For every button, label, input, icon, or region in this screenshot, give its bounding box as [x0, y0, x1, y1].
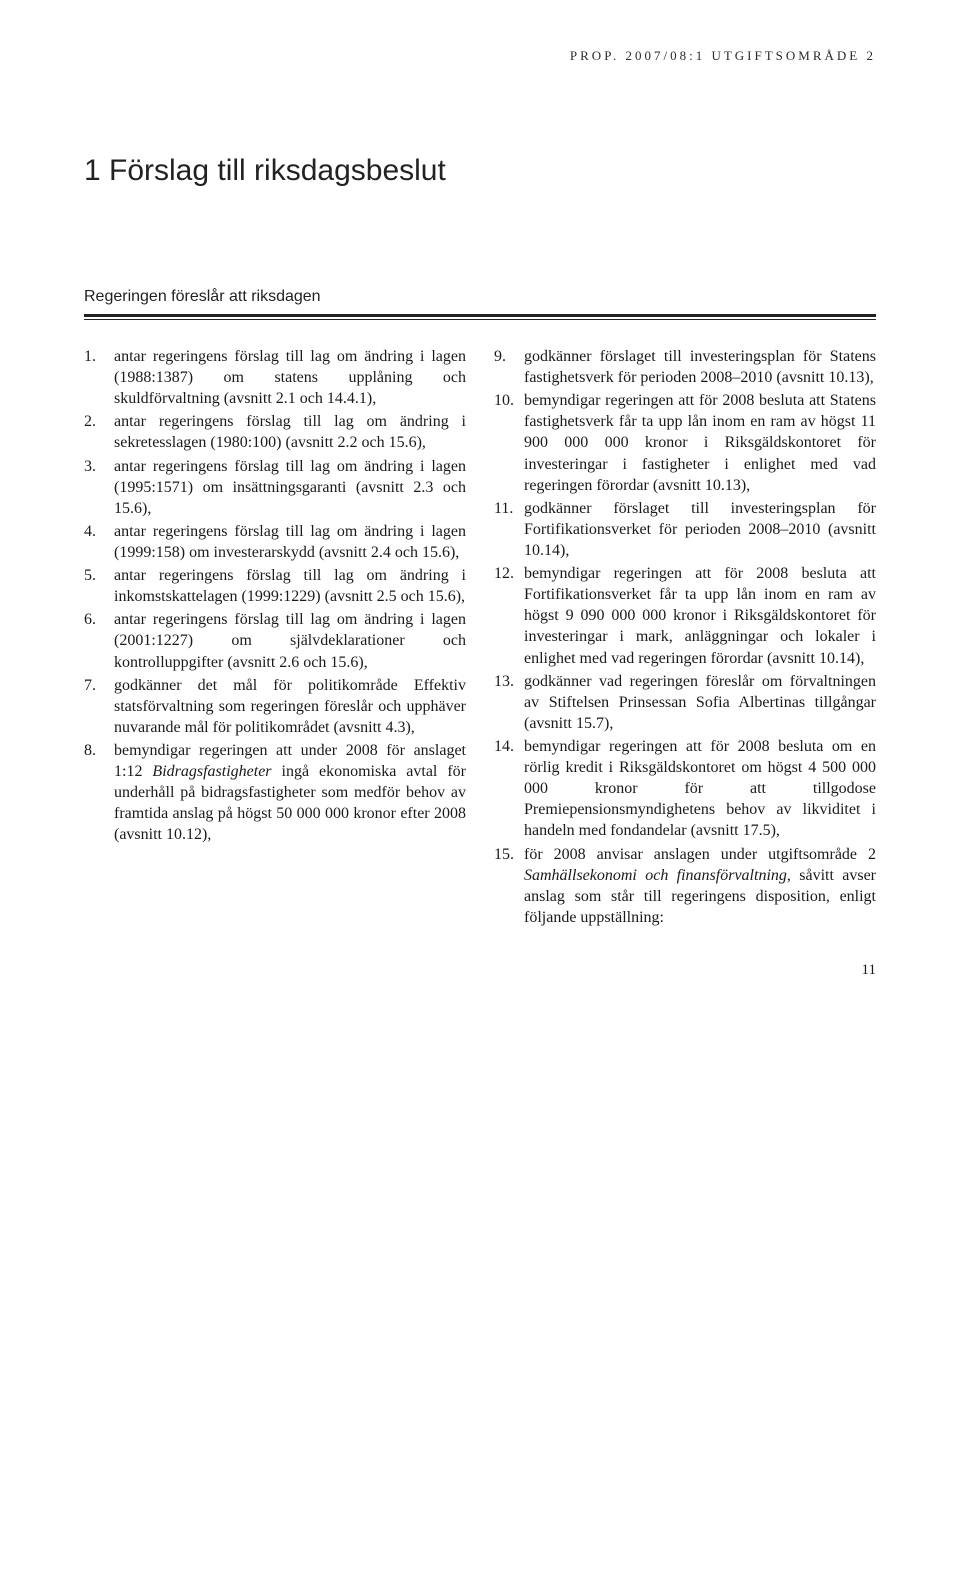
list-item: 4. antar regeringens förslag till lag om … [84, 521, 466, 563]
proposal-list-right: 9. godkänner förslaget till investeringsp… [494, 346, 876, 928]
list-item: 5. antar regeringens förslag till lag om … [84, 565, 466, 607]
item-number: 7. [84, 675, 108, 696]
item-text: för 2008 anvisar anslagen under utgiftso… [524, 846, 876, 926]
list-item: 6. antar regeringens förslag till lag om … [84, 609, 466, 672]
divider-thin [84, 319, 876, 320]
chapter-title: 1 Förslag till riksdagsbeslut [84, 154, 876, 188]
running-head: PROP. 2007/08:1 UTGIFTSOMRÅDE 2 [84, 48, 876, 64]
item-number: 12. [494, 563, 518, 584]
two-column-body: 1. antar regeringens förslag till lag om … [84, 346, 876, 930]
column-right: 9. godkänner förslaget till investeringsp… [494, 346, 876, 930]
item-text: godkänner det mål för politikområde Effe… [114, 677, 466, 736]
item-text: bemyndigar regeringen att för 2008 beslu… [524, 565, 876, 666]
list-item: 12. bemyndigar regeringen att för 2008 be… [494, 563, 876, 669]
item-text: antar regeringens förslag till lag om än… [114, 611, 466, 670]
column-left: 1. antar regeringens förslag till lag om … [84, 346, 466, 930]
item-text: godkänner vad regeringen föreslår om för… [524, 673, 876, 732]
item-number: 14. [494, 736, 518, 757]
list-item: 11. godkänner förslaget till investerings… [494, 498, 876, 561]
item-number: 11. [494, 498, 518, 519]
item-number: 5. [84, 565, 108, 586]
divider-thick [84, 314, 876, 317]
item-number: 2. [84, 411, 108, 432]
list-item: 10. bemyndigar regeringen att för 2008 be… [494, 390, 876, 496]
item-number: 15. [494, 844, 518, 865]
list-item: 9. godkänner förslaget till investeringsp… [494, 346, 876, 388]
item-text: bemyndigar regeringen att under 2008 för… [114, 742, 466, 843]
list-item: 1. antar regeringens förslag till lag om … [84, 346, 466, 409]
item-text: godkänner förslaget till investeringspla… [524, 500, 876, 559]
item-number: 1. [84, 346, 108, 367]
list-item: 7. godkänner det mål för politikområde Ef… [84, 675, 466, 738]
item-number: 8. [84, 740, 108, 761]
proposal-list-left: 1. antar regeringens förslag till lag om … [84, 346, 466, 846]
item-number: 4. [84, 521, 108, 542]
list-item: 13. godkänner vad regeringen föreslår om … [494, 671, 876, 734]
list-item: 15. för 2008 anvisar anslagen under utgif… [494, 844, 876, 928]
item-number: 13. [494, 671, 518, 692]
item-text: antar regeringens förslag till lag om än… [114, 567, 466, 605]
item-text: antar regeringens förslag till lag om än… [114, 348, 466, 407]
item-text: bemyndigar regeringen att för 2008 beslu… [524, 392, 876, 493]
item-number: 10. [494, 390, 518, 411]
item-text: bemyndigar regeringen att för 2008 beslu… [524, 738, 876, 839]
item-text: antar regeringens förslag till lag om än… [114, 413, 466, 451]
page-number: 11 [84, 962, 876, 979]
list-item: 14. bemyndigar regeringen att för 2008 be… [494, 736, 876, 842]
list-item: 2. antar regeringens förslag till lag om … [84, 411, 466, 453]
intro-line: Regeringen föreslår att riksdagen [84, 288, 876, 306]
item-text: antar regeringens förslag till lag om än… [114, 458, 466, 517]
item-number: 9. [494, 346, 518, 367]
item-text: godkänner förslaget till investeringspla… [524, 348, 876, 386]
list-item: 3. antar regeringens förslag till lag om … [84, 456, 466, 519]
list-item: 8. bemyndigar regeringen att under 2008 f… [84, 740, 466, 846]
item-number: 3. [84, 456, 108, 477]
item-number: 6. [84, 609, 108, 630]
item-text: antar regeringens förslag till lag om än… [114, 523, 466, 561]
